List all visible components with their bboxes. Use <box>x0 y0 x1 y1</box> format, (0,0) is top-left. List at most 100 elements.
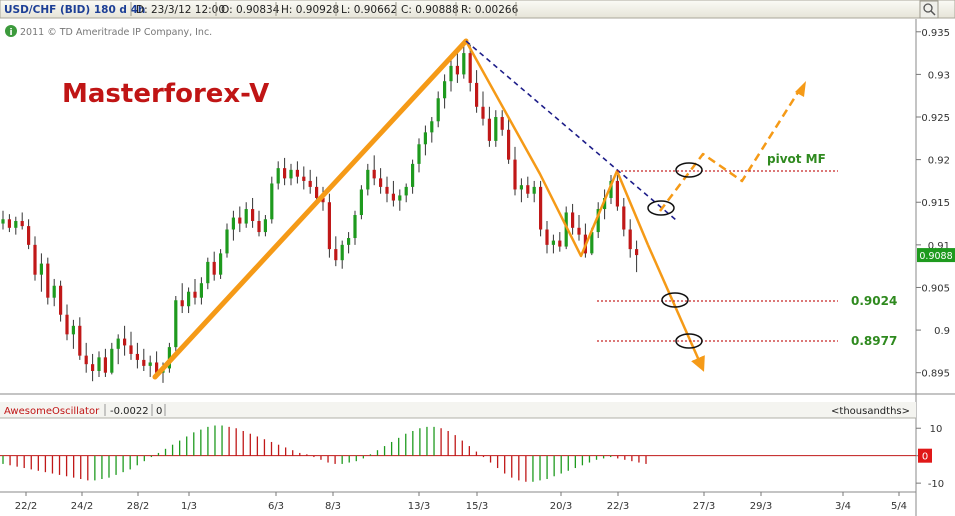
copyright-text: 2011 © TD Ameritrade IP Company, Inc. <box>20 27 212 38</box>
candle-body <box>372 169 376 179</box>
breakout-ellipse <box>647 200 675 216</box>
candle-body <box>353 215 357 239</box>
candle-body <box>513 159 517 190</box>
candle-body <box>20 220 24 227</box>
candle-body <box>468 53 472 83</box>
candle-body <box>289 169 293 179</box>
uptrend-line <box>152 38 469 380</box>
candle-body <box>321 197 325 203</box>
date-tick-label: 22/3 <box>607 501 629 512</box>
candle-body <box>71 325 75 335</box>
price-tick-label: 0.9 <box>934 326 950 337</box>
oscillator-axis: 10 -10 <box>0 424 944 490</box>
alternative-path-arrowhead <box>795 81 806 97</box>
candle-body <box>404 186 408 196</box>
candle-body <box>193 291 197 298</box>
current-price-label: 0.9088 <box>919 251 952 262</box>
candle-body <box>276 168 280 184</box>
candle-body <box>577 227 581 235</box>
candle-body <box>212 261 216 275</box>
candle-body <box>411 163 415 187</box>
candle-body <box>180 300 184 307</box>
candle-body <box>33 244 37 275</box>
oscillator-panel: AwesomeOscillator -0.0022 0 <thousandths… <box>0 402 944 490</box>
price-tick-label: 0.93 <box>928 70 950 81</box>
header-low: L: 0.90662 <box>341 4 397 16</box>
level-label-2: 0.8977 <box>851 334 897 348</box>
date-tick-label: 13/3 <box>408 501 430 512</box>
candle-body <box>46 263 50 298</box>
date-tick-label: 5/4 <box>891 501 907 512</box>
alternative-path-dashed <box>659 85 804 212</box>
price-tick-label: 0.935 <box>921 28 950 39</box>
candle-body <box>539 186 543 230</box>
candle-body <box>1 219 5 224</box>
candle-body <box>635 249 639 256</box>
candle-body <box>564 212 568 247</box>
candle-body <box>462 53 466 75</box>
oscillator-tick-label: -10 <box>928 479 944 490</box>
header-date: D: 23/3/12 12:00 <box>136 4 225 16</box>
candle-body <box>59 285 63 315</box>
date-tick-label: 24/2 <box>71 501 93 512</box>
price-tick-label: 0.91 <box>928 241 950 252</box>
date-axis: 22/2 24/2 28/2 1/3 6/3 8/3 13/3 15/3 20/3 22/3 27/… <box>15 492 907 512</box>
header-symbol: USD/CHF (BID) 180 d 4h <box>4 4 145 16</box>
svg-text:i: i <box>9 28 12 38</box>
candle-body <box>103 357 107 373</box>
candle-body <box>430 121 434 133</box>
candle-body <box>532 186 536 194</box>
candle-body <box>340 244 344 261</box>
candle-body <box>123 338 127 346</box>
header-close: C: 0.90888 <box>401 4 459 16</box>
date-tick-label: 20/3 <box>550 501 572 512</box>
candle-body <box>417 144 421 164</box>
levels: pivot MF 0.9024 0.8977 <box>597 152 897 348</box>
date-tick-label: 27/3 <box>693 501 715 512</box>
candle-body <box>423 132 427 145</box>
candle-body <box>238 217 242 224</box>
target-2-ellipse <box>675 333 703 349</box>
candle-body <box>97 357 101 371</box>
candle-body <box>231 217 235 230</box>
candle-body <box>366 169 370 190</box>
candle-body <box>398 195 402 201</box>
oscillator-scale-label: <thousandths> <box>831 406 910 417</box>
current-price-box <box>917 248 955 263</box>
brand-title: Masterforex-V <box>62 79 269 109</box>
candle-body <box>302 176 306 181</box>
magnifier-icon[interactable] <box>919 0 939 19</box>
oscillator-bars <box>2 425 647 482</box>
candle-body <box>494 117 498 141</box>
candle-body <box>347 238 351 245</box>
level-label-1: 0.9024 <box>851 294 897 308</box>
candle-body <box>110 348 114 373</box>
candle-body <box>91 364 95 371</box>
candle-body <box>475 82 479 107</box>
wave-pattern-lines <box>152 38 806 380</box>
candle-body <box>219 253 223 275</box>
info-icon[interactable]: i <box>5 25 17 38</box>
ellipse-markers <box>647 162 703 349</box>
candle-body <box>327 202 331 250</box>
candle-body <box>27 226 31 245</box>
date-tick-label: 15/3 <box>466 501 488 512</box>
projection-down-arrow <box>646 244 705 372</box>
oscillator-value: -0.0022 <box>110 406 149 417</box>
candle-body <box>142 359 146 366</box>
candle-body <box>7 219 11 228</box>
candle-body <box>225 229 229 254</box>
candle-body <box>148 362 152 366</box>
candle-body <box>551 240 555 245</box>
candle-body <box>263 219 267 233</box>
date-tick-label: 6/3 <box>268 501 284 512</box>
candle-body <box>558 240 562 247</box>
candle-body <box>84 355 88 365</box>
date-tick-label: 1/3 <box>181 501 197 512</box>
candle-body <box>545 229 549 245</box>
date-tick-label: 28/2 <box>127 501 149 512</box>
candle-body <box>481 106 485 119</box>
candle-body <box>526 185 530 194</box>
price-tick-label: 0.915 <box>921 198 950 209</box>
